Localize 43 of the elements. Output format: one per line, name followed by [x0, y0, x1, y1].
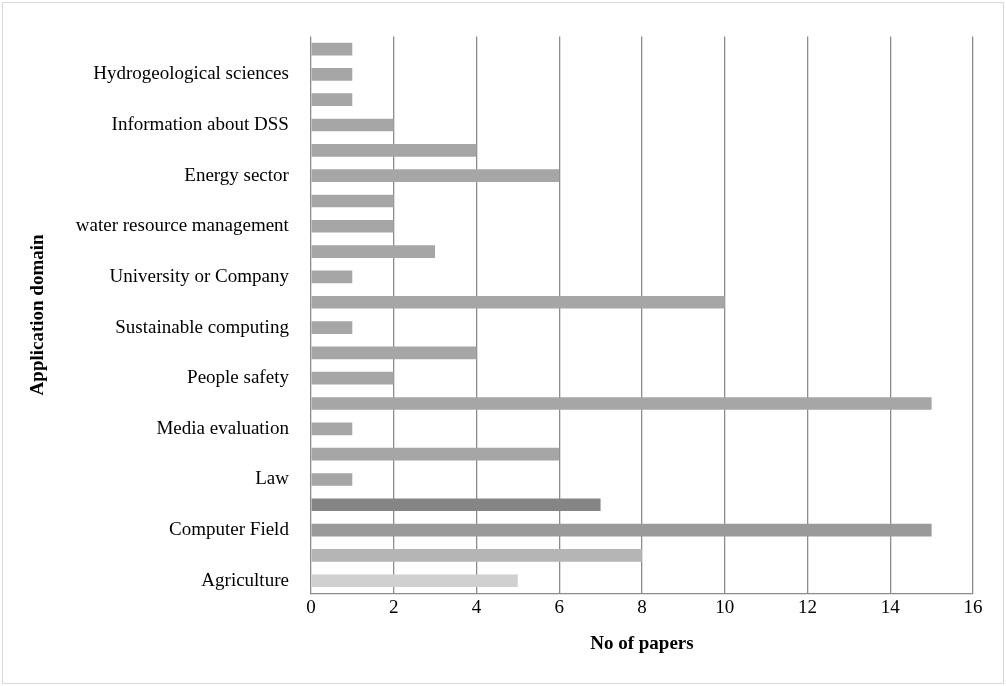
- x-tick-label: 0: [306, 595, 316, 617]
- bar: [311, 422, 353, 436]
- bar: [311, 68, 353, 81]
- x-tick-label: 14: [880, 595, 901, 617]
- y-tick-label: Media evaluation: [156, 416, 290, 438]
- y-tick-label: People safety: [187, 366, 290, 388]
- bar: [311, 473, 353, 486]
- y-tick-label: Information about DSS: [111, 113, 289, 134]
- y-axis-title: Application domain: [26, 233, 48, 396]
- y-tick-label: University or Company: [109, 264, 290, 286]
- bar: [311, 346, 477, 360]
- x-tick-label: 10: [715, 595, 735, 617]
- bar: [311, 245, 436, 258]
- bar: [311, 219, 394, 233]
- x-tick-label: 6: [554, 595, 564, 617]
- bar: [311, 194, 394, 208]
- bar: [311, 270, 353, 284]
- bar: [311, 523, 932, 537]
- bar: [311, 321, 353, 334]
- y-tick-label: Computer Field: [169, 518, 290, 540]
- bar: [311, 93, 353, 107]
- bar: [311, 144, 477, 157]
- y-tick-label: Sustainable computing: [115, 315, 290, 337]
- bar: [311, 295, 725, 309]
- bar: [311, 169, 560, 182]
- y-tick-label: Energy sector: [184, 163, 290, 185]
- y-tick-label: Agriculture: [201, 568, 289, 590]
- x-tick-label: 16: [963, 595, 983, 617]
- x-tick-label: 8: [637, 595, 647, 617]
- bar: [311, 397, 932, 410]
- x-tick-label: 4: [471, 595, 482, 617]
- x-tick-label: 2: [388, 595, 399, 617]
- x-tick-label: 12: [797, 595, 817, 617]
- bar: [311, 371, 394, 385]
- bar: [311, 42, 353, 56]
- y-tick-label: Law: [255, 467, 290, 489]
- x-axis-title: No of papers: [590, 631, 694, 653]
- bar: [311, 549, 642, 562]
- bar: [311, 118, 394, 132]
- bar: [311, 447, 560, 461]
- bar: [311, 574, 518, 588]
- y-tick-label: water resource management: [75, 214, 290, 236]
- y-tick-label: Hydrogeological sciences: [93, 62, 289, 84]
